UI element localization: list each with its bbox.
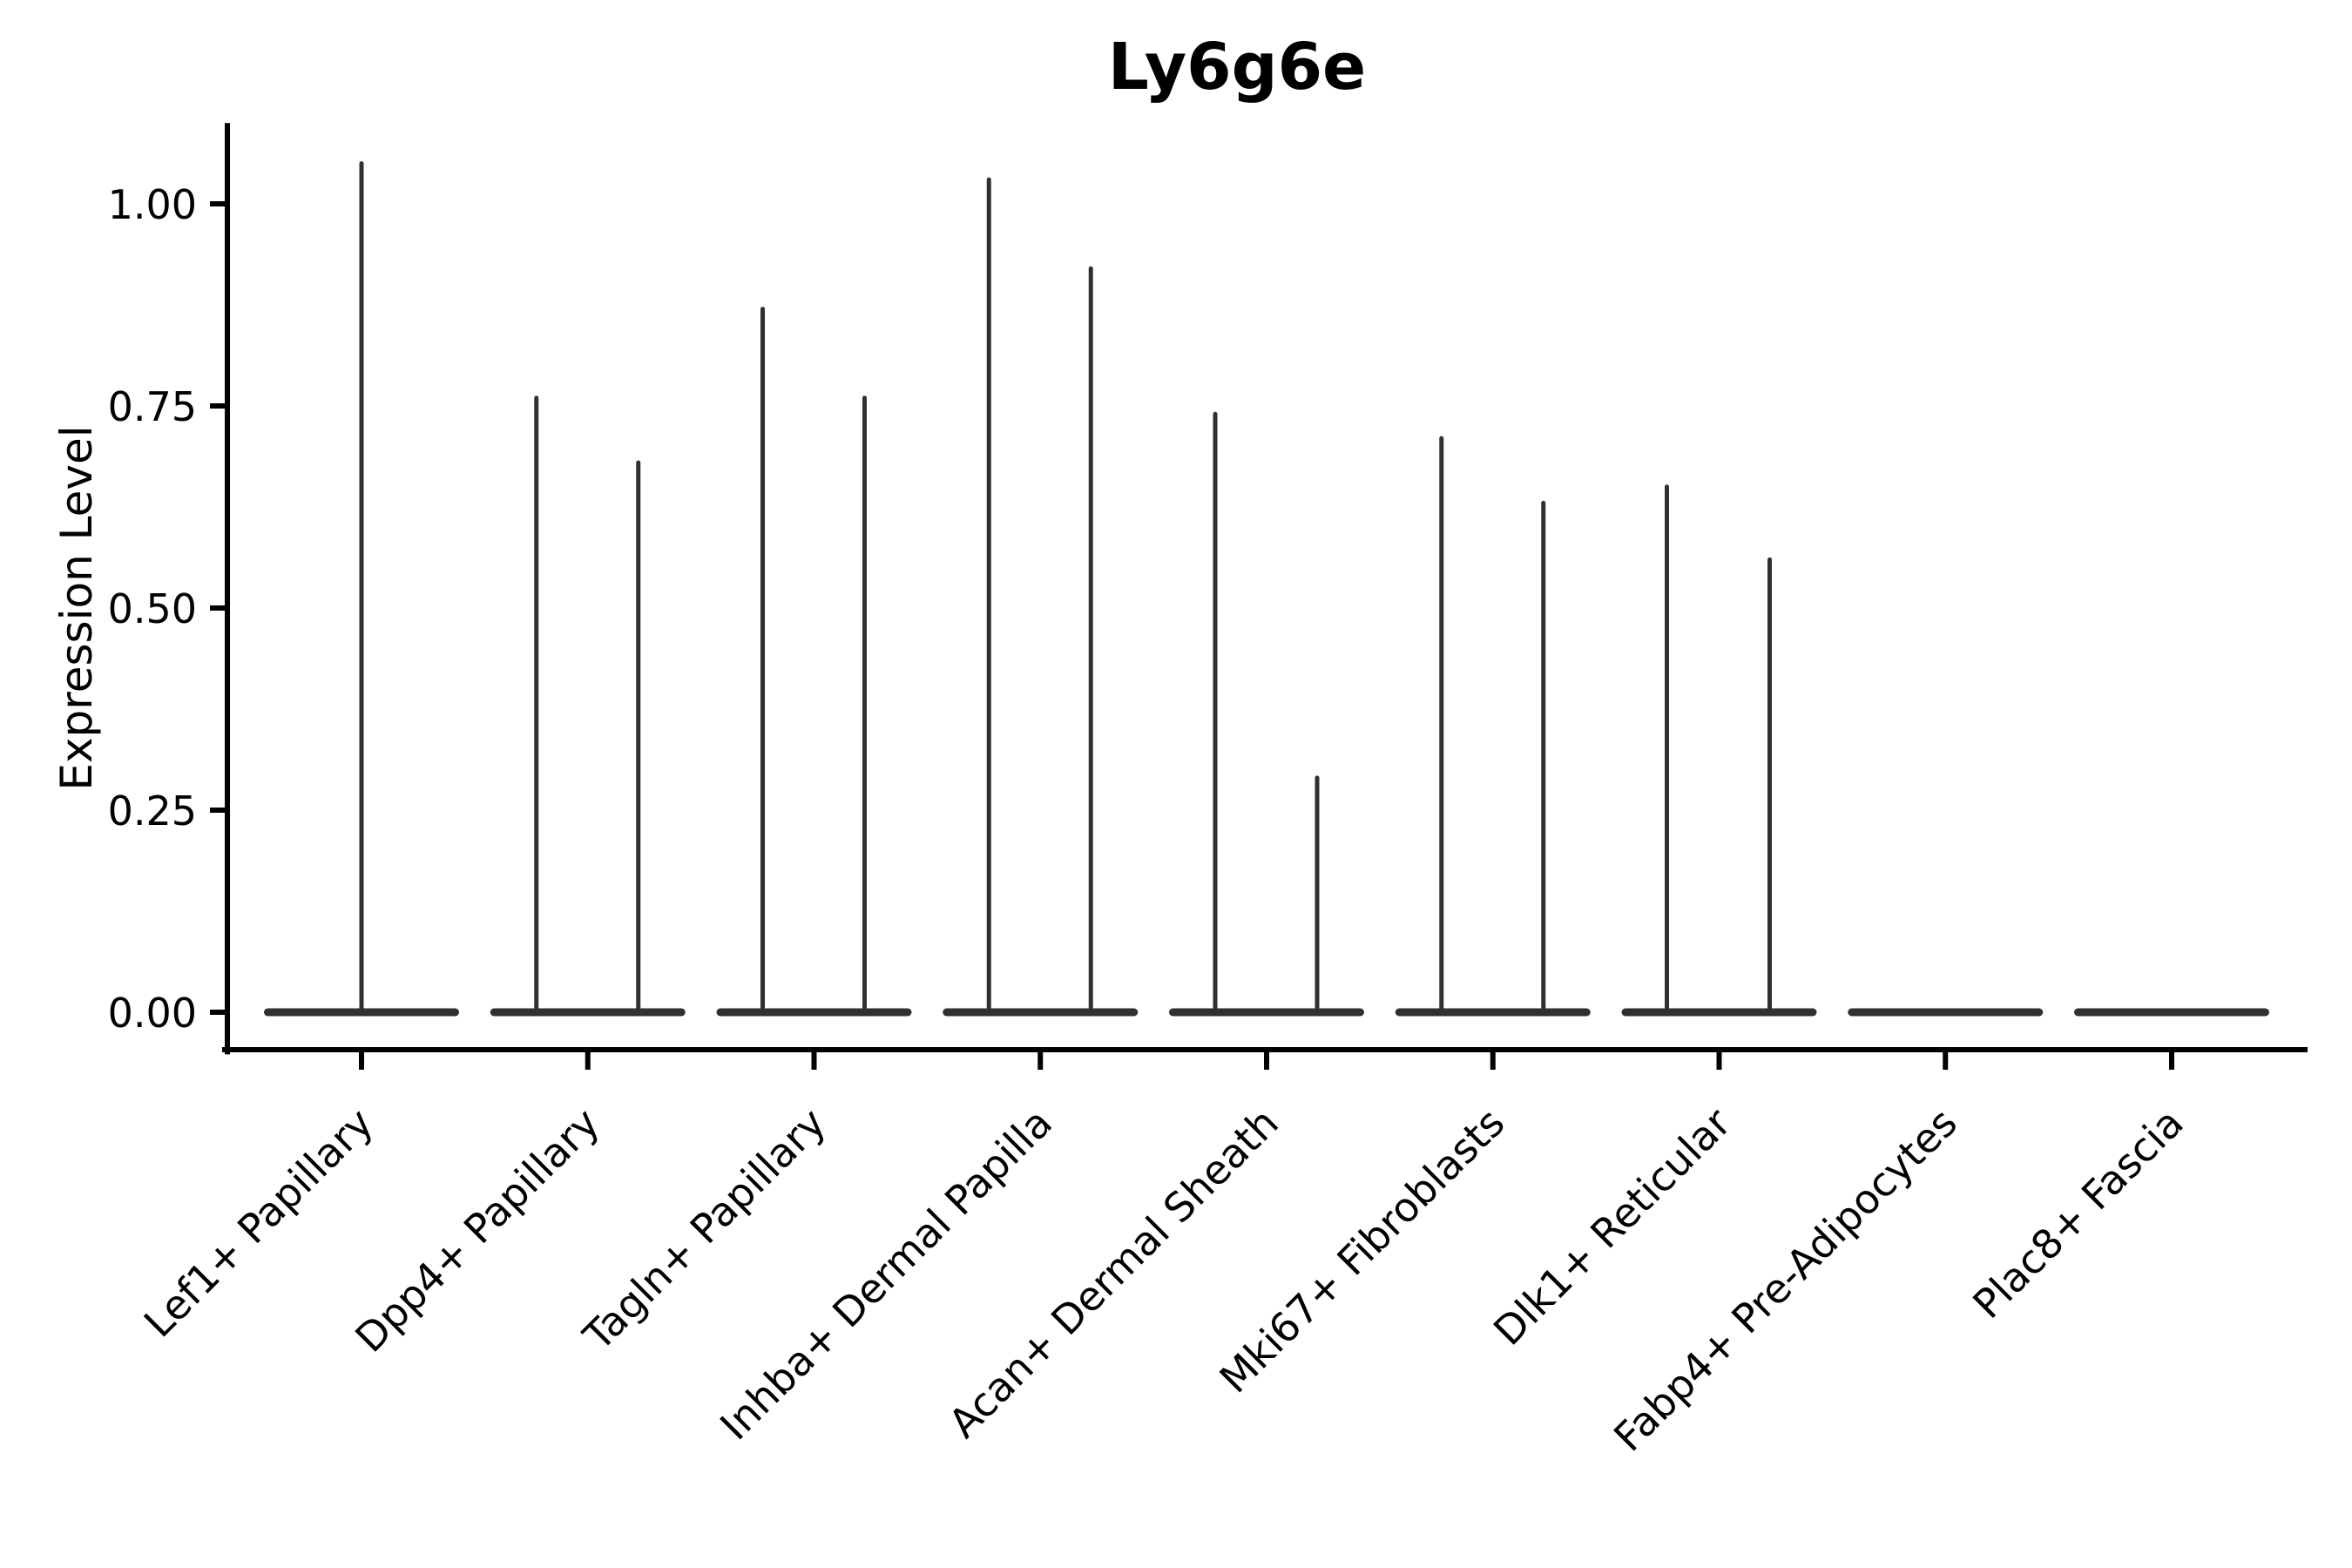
x-tick-label: Dlk1+ Reticular xyxy=(1484,1099,1740,1355)
y-tick-label: 1.00 xyxy=(108,181,197,228)
violin-base xyxy=(490,1008,686,1017)
violin-base xyxy=(1848,1008,2044,1017)
x-tick-label: Tagln+ Papillary xyxy=(574,1099,835,1361)
x-tick-label: Dpp4+ Papillary xyxy=(346,1099,608,1362)
x-tick-label: Plac8+ Fascia xyxy=(1963,1099,2192,1328)
y-tick-label: 0.00 xyxy=(108,990,197,1037)
violin-base xyxy=(1395,1008,1591,1017)
chart-title: Ly6g6e xyxy=(1107,30,1367,105)
y-tick-label: 0.25 xyxy=(108,787,197,835)
violin-base xyxy=(943,1008,1139,1017)
y-tick-label: 0.75 xyxy=(108,383,197,430)
y-tick-label: 0.50 xyxy=(108,585,197,632)
violin-base xyxy=(1169,1008,1364,1017)
violin-base xyxy=(716,1008,912,1017)
violin-base xyxy=(1621,1008,1817,1017)
x-tick-label: Lef1+ Papillary xyxy=(135,1099,382,1347)
violin-base xyxy=(2074,1008,2269,1017)
